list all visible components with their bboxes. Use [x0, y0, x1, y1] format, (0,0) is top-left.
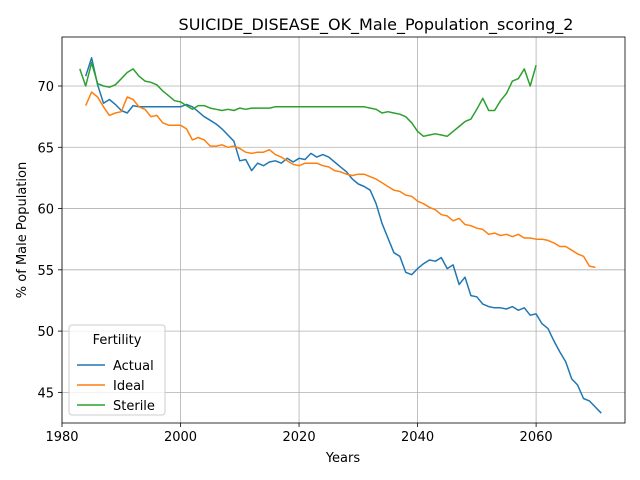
x-axis-label: Years [325, 451, 361, 466]
y-tick-label: 50 [37, 325, 54, 340]
legend-box [68, 324, 166, 416]
x-tick-label: 2000 [164, 430, 197, 445]
y-tick-label: 65 [37, 141, 54, 156]
x-tick-label: 2060 [520, 430, 553, 445]
legend: Fertility Actual Ideal Sterile [68, 324, 166, 416]
series-line-ideal [85, 91, 596, 269]
y-tick-label: 45 [37, 386, 54, 401]
chart-title: SUICIDE_DISEASE_OK_Male_Population_scori… [179, 15, 574, 35]
axis-ticks: 1980 2000 2020 2040 2060 45 50 55 60 65 70 [37, 80, 552, 445]
legend-label-ideal: Ideal [113, 379, 145, 394]
y-axis-label: % of Male Population [15, 162, 30, 298]
y-tick-label: 55 [37, 264, 54, 279]
legend-title: Fertility [93, 333, 142, 348]
grid [61, 37, 625, 423]
legend-label-actual: Actual [113, 359, 154, 374]
plot-frame [61, 36, 626, 424]
series-lines [79, 57, 602, 414]
series-line-actual [84, 57, 602, 414]
x-tick-label: 2040 [401, 430, 434, 445]
series-line-sterile [79, 61, 537, 138]
x-tick-label: 2020 [283, 430, 316, 445]
y-tick-label: 70 [37, 80, 54, 95]
legend-label-sterile: Sterile [113, 399, 155, 414]
x-tick-label: 1980 [45, 430, 78, 445]
y-tick-label: 60 [37, 203, 54, 218]
